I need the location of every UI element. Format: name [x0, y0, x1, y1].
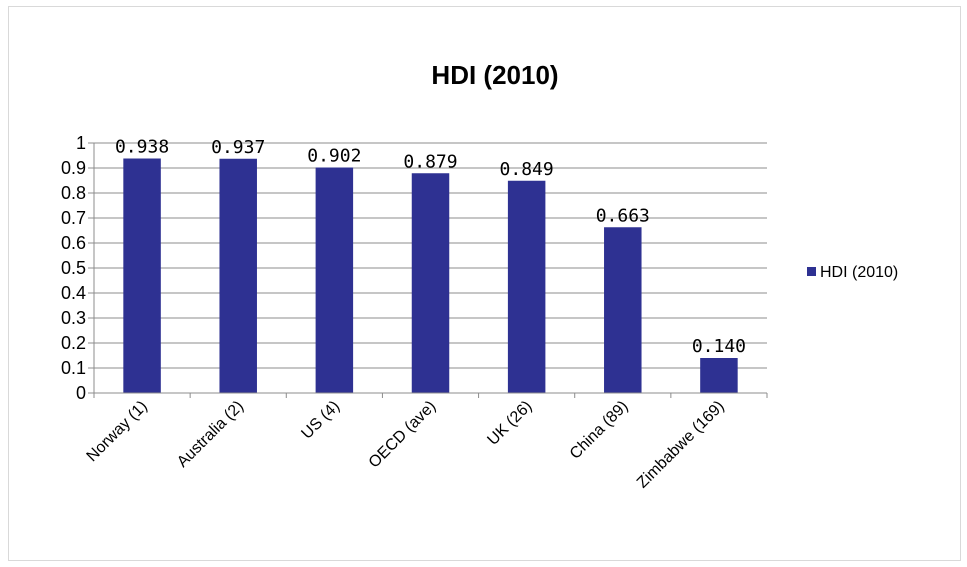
y-tick-label: 0.9 — [61, 158, 86, 178]
y-tick-label: 0.2 — [61, 333, 86, 353]
data-labels: 0.938 0.937 0.902 0.879 0.849 0.663 0.140 — [115, 137, 746, 358]
data-label: 0.879 — [403, 151, 457, 172]
y-tick-label: 0.1 — [61, 358, 86, 378]
bar — [604, 227, 642, 393]
axes — [93, 143, 768, 398]
x-axis-ticks: Norway (1) Australia (2) US (4) OECD (ave) U… — [84, 398, 728, 492]
chart-title: HDI (2010) — [431, 60, 558, 90]
x-tick-label: UK (26) — [484, 398, 535, 449]
data-label: 0.902 — [307, 146, 361, 167]
y-tick-label: 0.5 — [61, 258, 86, 278]
x-tick-label: China (89) — [567, 398, 632, 463]
y-tick-label: 1 — [76, 133, 86, 153]
bar — [700, 358, 738, 393]
y-axis-ticks: 0 0.1 0.2 0.3 0.4 0.5 0.6 0.7 0.8 0.9 1 — [61, 133, 86, 403]
legend: HDI (2010) — [807, 264, 898, 281]
bar — [507, 180, 546, 393]
bar — [315, 167, 354, 393]
y-tick-label: 0 — [76, 383, 86, 403]
legend-label: HDI (2010) — [820, 264, 898, 281]
y-tick-label: 0.6 — [61, 233, 86, 253]
x-tick-label: Zimbabwe (169) — [634, 398, 728, 492]
bar — [123, 158, 161, 393]
bars — [123, 158, 738, 393]
y-tick-label: 0.4 — [61, 283, 86, 303]
y-tick-label: 0.8 — [61, 183, 86, 203]
x-tick-label: OECD (ave) — [366, 398, 440, 472]
x-tick-label: Australia (2) — [174, 398, 247, 471]
data-label: 0.849 — [500, 159, 554, 180]
y-tick-label: 0.7 — [61, 208, 86, 228]
bar — [411, 173, 450, 393]
data-label: 0.140 — [692, 336, 746, 357]
data-label: 0.663 — [596, 205, 650, 226]
legend-swatch — [807, 267, 816, 276]
data-label: 0.938 — [115, 137, 169, 158]
bar — [219, 158, 257, 393]
x-tick-label: US (4) — [298, 398, 343, 443]
chart-frame — [8, 6, 961, 561]
x-tick-label: Norway (1) — [84, 398, 151, 465]
y-tick-label: 0.3 — [61, 308, 86, 328]
data-label: 0.937 — [211, 137, 265, 158]
